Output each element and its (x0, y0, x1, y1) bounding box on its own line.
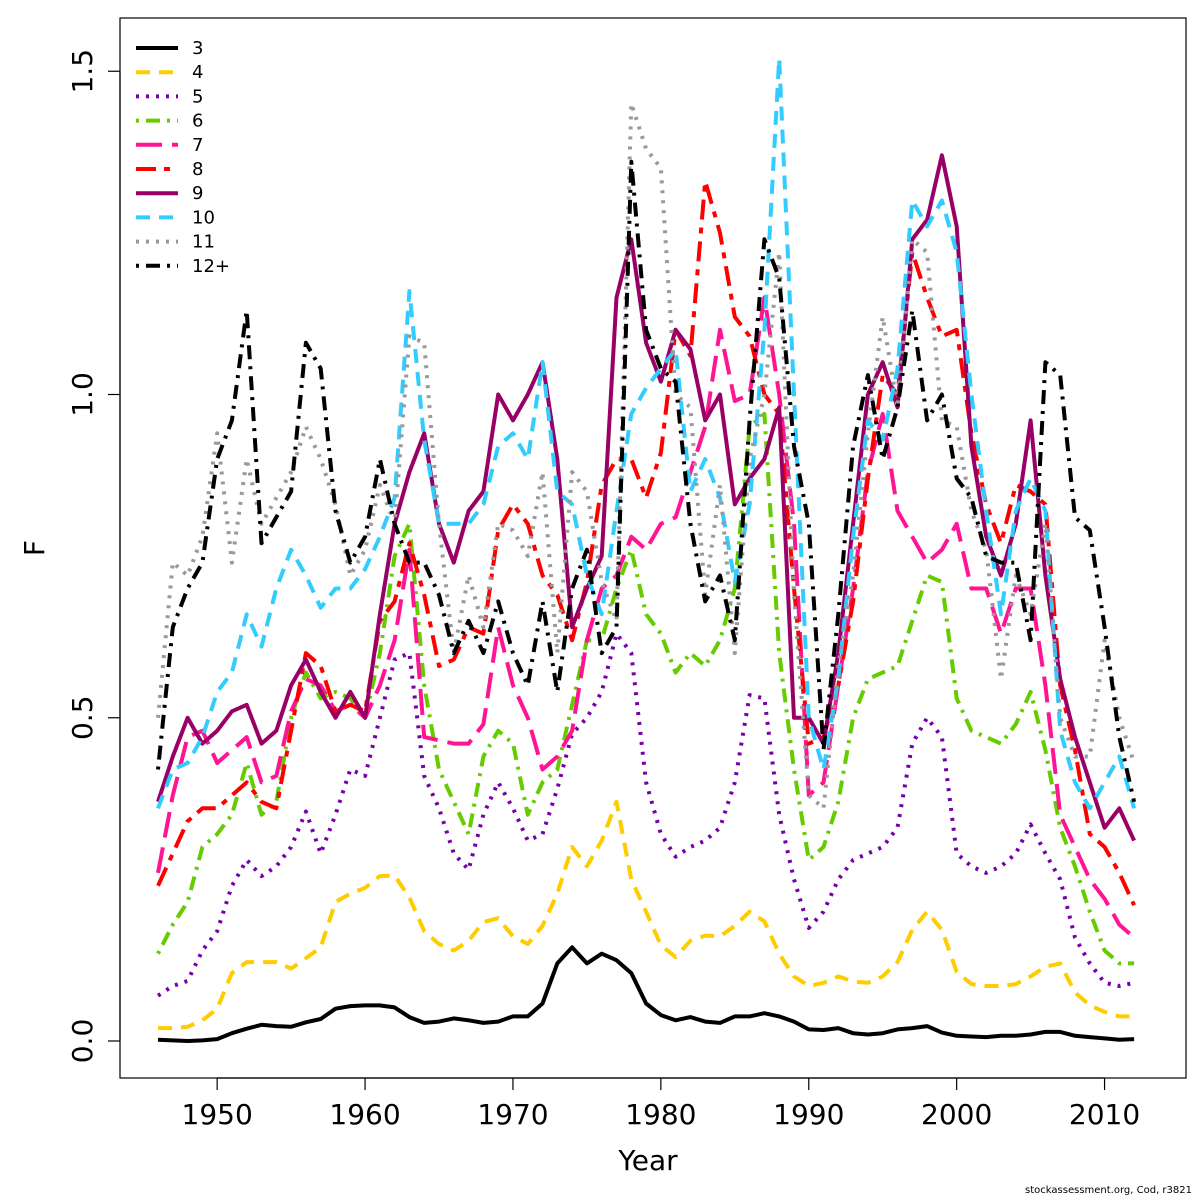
legend-label-6: 6 (192, 111, 203, 132)
x-tick-label: 1960 (329, 1098, 400, 1131)
legend-label-5: 5 (192, 86, 203, 107)
x-tick-label: 2010 (1069, 1098, 1140, 1131)
plot-frame (119, 17, 1187, 1079)
series-layer (156, 56, 1137, 1043)
y-axis: 0.0 0.5 1.0 1.5 (66, 49, 121, 1064)
y-tick-label: 0.5 (66, 695, 99, 740)
y-axis-label: F (18, 540, 51, 556)
x-tick-label: 1990 (773, 1098, 844, 1131)
x-tick-label: 2000 (921, 1098, 992, 1131)
series-line-9 (156, 153, 1136, 842)
x-tick-label: 1970 (477, 1098, 548, 1131)
y-tick-label: 1.5 (66, 49, 99, 94)
x-tick-label: 1980 (625, 1098, 696, 1131)
legend-label-12plus: 12+ (192, 256, 230, 277)
footer-credit: stockassessment.org, Cod, r3821 (1025, 1185, 1192, 1196)
legend-label-3: 3 (192, 38, 203, 59)
x-tick-label: 1950 (182, 1098, 253, 1131)
legend-label-11: 11 (192, 232, 215, 253)
x-axis: 1950 1960 1970 1980 1990 2000 2010 (182, 1077, 1140, 1131)
legend-label-4: 4 (192, 62, 203, 83)
y-tick-label: 0.0 (66, 1019, 99, 1064)
series-line-12plus (156, 159, 1137, 803)
legend: 3 4 5 6 7 8 9 10 11 12+ (136, 38, 230, 277)
series-line-4 (158, 799, 1135, 1031)
series-line-7 (156, 295, 1136, 940)
series-line-3 (157, 945, 1135, 1043)
legend-label-10: 10 (192, 207, 215, 228)
series-line-10 (156, 56, 1137, 811)
legend-label-7: 7 (192, 135, 203, 156)
x-axis-label: Year (617, 1144, 678, 1177)
legend-label-8: 8 (192, 159, 203, 180)
series-line-6 (156, 411, 1135, 966)
legend-label-9: 9 (192, 183, 203, 204)
series-line-5 (156, 631, 1135, 998)
y-tick-label: 1.0 (66, 372, 99, 417)
series-line-11 (156, 101, 1137, 811)
